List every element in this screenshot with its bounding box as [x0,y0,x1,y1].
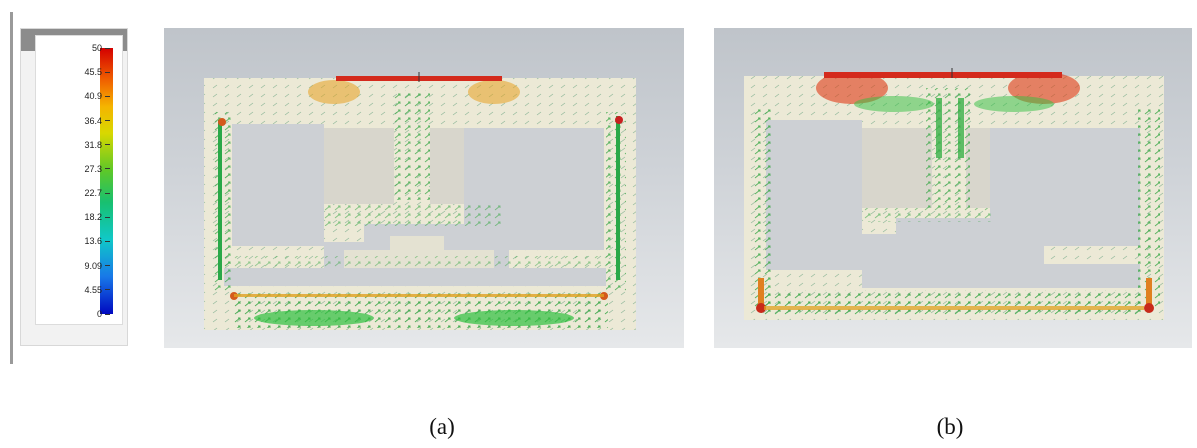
colorbar-tick-label: 18.2 [84,212,102,223]
colorbar-tick: 31.8 [40,139,110,151]
colorbar-tick-mark [105,240,110,242]
colorbar-tick: 0 [40,308,110,320]
feed-line [824,72,1062,78]
legend-scale: 50 45.5 40.9 36.4 31.8 27.3 22.7 18.2 13.6 9.09 4.… [35,35,123,325]
colorbar-legend: A/m 5045.540.936.431.827.322.718.213.69.… [20,28,128,346]
colorbar-gradient [100,48,113,314]
caption-b: (b) [936,414,964,439]
colorbar-tick-label: 40.9 [84,91,102,102]
slot-left [766,120,862,270]
colorbar-tick: 27.3 [40,163,110,175]
colorbar-tick-mark [105,216,110,218]
colorbar-tick-label: 22.7 [84,188,102,199]
colorbar-tick-label: 27.3 [84,163,102,174]
colorbar-tick: 22.7 [40,187,110,199]
colorbar-tick-mark [105,313,110,315]
colorbar-tick-mark [105,71,110,73]
colorbar-tick-mark [105,120,110,122]
field-plot-a [164,28,684,348]
slot-left [232,124,324,246]
colorbar-tick-mark [105,47,110,49]
slot-right [464,128,604,250]
colorbar-tick: 45.5 [40,66,110,78]
colorbar-tick: 50 [40,42,110,54]
left-rule [10,12,13,364]
colorbar-tick-label: 31.8 [84,139,102,150]
colorbar-tick-label: 0 [96,309,102,319]
colorbar-tick: 40.9 [40,90,110,102]
colorbar-tick-label: 36.4 [84,115,102,126]
colorbar-tick-mark [105,192,110,194]
colorbar-tick-label: 4.55 [84,284,102,295]
colorbar-tick: 13.6 [40,235,110,247]
slot-right [990,128,1140,246]
colorbar-tick-label: 50 [91,43,102,53]
colorbar-tick-label: 9.09 [84,260,102,271]
slot-bottom [862,218,1140,288]
colorbar-tick: 36.4 [40,115,110,127]
colorbar-tick: 4.55 [40,284,110,296]
colorbar-tick: 9.09 [40,260,110,272]
antenna-field-drawing-b [744,68,1164,320]
colorbar-tick-mark [105,95,110,97]
colorbar-tick-mark [105,168,110,170]
caption-a: (a) [429,414,455,439]
colorbar-tick-label: 13.6 [84,236,102,247]
antenna-field-drawing-a [204,72,636,330]
colorbar-tick: 18.2 [40,211,110,223]
field-plot-b [714,28,1192,348]
colorbar-tick-mark [105,144,110,146]
colorbar-tick-mark [105,289,110,291]
colorbar-tick-label: 45.5 [84,67,102,78]
colorbar-tick-mark [105,265,110,267]
